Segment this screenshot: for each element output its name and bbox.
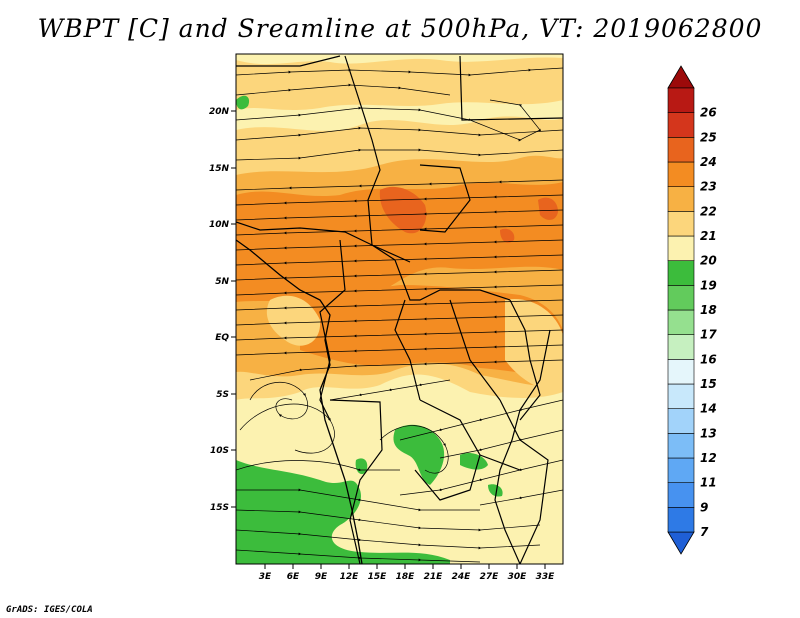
lon-tick-label: 6E	[287, 572, 300, 582]
streamlines	[236, 67, 563, 563]
colorbar-swatch	[667, 383, 695, 409]
lon-tick-label: 15E	[368, 572, 388, 582]
lat-tick-label: 15N	[209, 164, 230, 174]
colorbar-label: 20	[700, 254, 717, 268]
colorbar-label: 12	[700, 451, 717, 465]
colorbar-swatch	[667, 433, 695, 459]
colorbar-swatch	[667, 359, 695, 385]
lon-tick-label: 12E	[340, 572, 360, 582]
colorbar-swatch	[667, 186, 695, 212]
colorbar-label: 13	[700, 426, 717, 440]
colorbar-label: 15	[700, 377, 717, 391]
colorbar-label: 9	[700, 500, 708, 514]
lon-tick-label: 33E	[536, 572, 556, 582]
colorbar-swatch	[667, 137, 695, 163]
colorbar-label: 18	[700, 303, 717, 317]
colorbar-swatch	[667, 260, 695, 286]
colorbar-label: 24	[700, 155, 717, 169]
lat-tick-label: 5S	[216, 390, 229, 400]
lon-tick-label: 3E	[259, 572, 272, 582]
lon-tick-label: 18E	[396, 572, 416, 582]
colorbar-swatch	[667, 457, 695, 483]
field-23-mid	[500, 228, 515, 243]
lat-axis: 20N 15N 10N 5N EQ 5S 10S 15S	[209, 107, 236, 513]
lat-tick-label: 5N	[215, 277, 229, 287]
colorbar-swatch	[667, 285, 695, 311]
field-18-patch	[393, 424, 445, 485]
lon-tick-label: 9E	[315, 572, 328, 582]
map-frame	[235, 53, 564, 565]
lat-tick-label: 10S	[210, 446, 229, 456]
colorbar-label: 21	[700, 229, 717, 243]
colorbar-label: 19	[700, 278, 717, 292]
colorbar-swatch	[667, 161, 695, 187]
field-23-east	[538, 197, 558, 220]
lat-tick-label: 15S	[210, 503, 229, 513]
grads-credit: GrADS: IGES/COLA	[6, 605, 93, 615]
colorbar-swatch	[667, 507, 695, 533]
colorbar-swatch	[667, 309, 695, 335]
colorbar-swatch	[667, 87, 695, 113]
colorbar-swatch	[667, 211, 695, 237]
colorbar-label: 22	[700, 204, 717, 218]
colorbar-label: 11	[700, 476, 717, 490]
lon-tick-label: 21E	[424, 572, 444, 582]
colorbar-top-arrow	[667, 65, 695, 89]
lat-tick-label: 20N	[209, 107, 230, 117]
lon-tick-label: 30E	[508, 572, 528, 582]
plot-area	[236, 54, 563, 564]
colorbar-swatch	[667, 112, 695, 138]
colorbar-label: 23	[700, 180, 717, 194]
colorbar-swatch	[667, 235, 695, 261]
colorbar-swatch	[667, 334, 695, 360]
colorbar-swatch	[667, 408, 695, 434]
colorbar-swatch	[667, 482, 695, 508]
colorbar-label: 25	[700, 130, 717, 144]
colorbar-label: 26	[700, 106, 717, 120]
lon-tick-label: 24E	[452, 572, 472, 582]
colorbar-label: 14	[700, 402, 717, 416]
field-20-north	[236, 57, 563, 110]
lat-tick-label: EQ	[215, 333, 229, 343]
lat-tick-label: 10N	[209, 220, 230, 230]
colorbar-bottom-arrow	[667, 531, 695, 555]
colorbar-label: 16	[700, 352, 717, 366]
lon-tick-label: 27E	[480, 572, 500, 582]
colorbar-label: 17	[700, 328, 717, 342]
colorbar: 7 9 11 12 13 14 15 16 17 18 19 20 21 22 23 24 25 26	[667, 65, 717, 555]
map-title: WBPT [C] and Sreamline at 500hPa, VT: 20…	[37, 14, 763, 43]
lon-axis: 3E 6E 9E 12E 15E 18E 21E 24E 27E 30E 33E	[259, 564, 555, 582]
colorbar-label: 7	[700, 525, 709, 539]
